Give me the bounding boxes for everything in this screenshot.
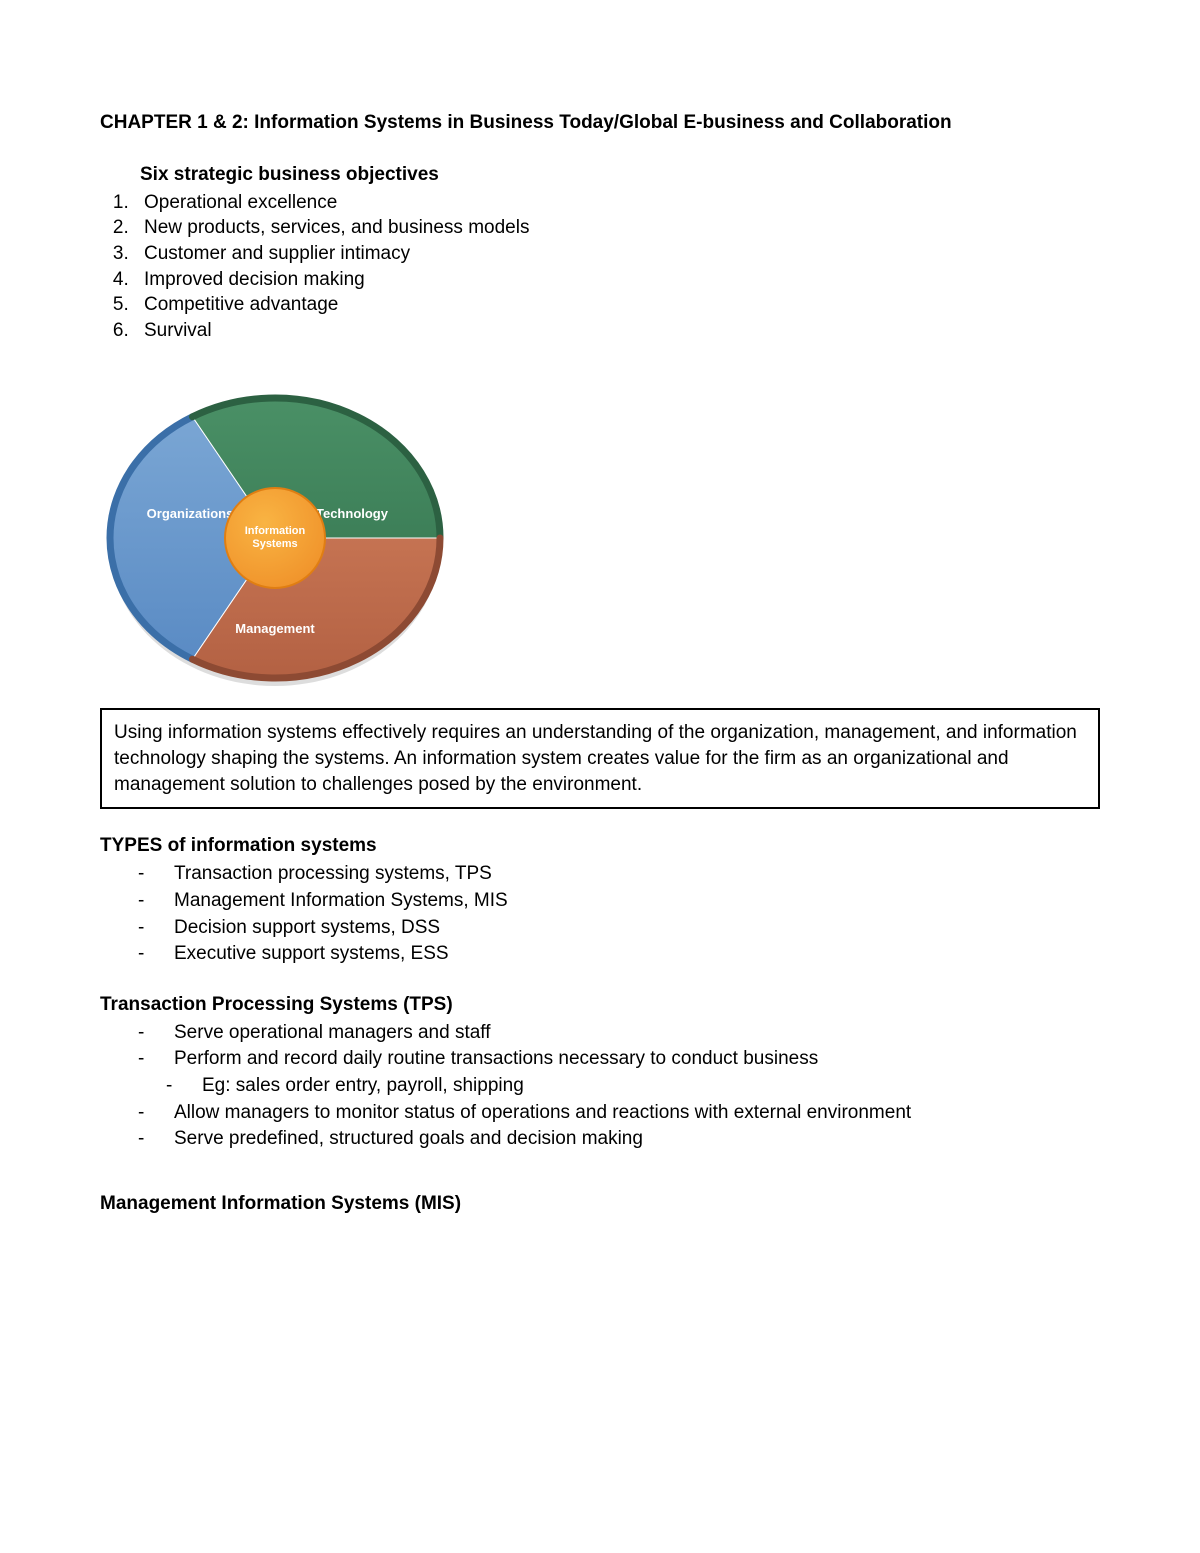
list-item: Transaction processing systems, TPS bbox=[156, 861, 1100, 888]
information-systems-pie: Organizations Technology Management Informa… bbox=[100, 383, 1100, 698]
mis-heading: Management Information Systems (MIS) bbox=[100, 1193, 1100, 1215]
tps-heading: Transaction Processing Systems (TPS) bbox=[100, 994, 1100, 1016]
list-item: Executive support systems, ESS bbox=[156, 941, 1100, 968]
list-item: Customer and supplier intimacy bbox=[134, 241, 1100, 267]
objectives-heading: Six strategic business objectives bbox=[140, 164, 1100, 186]
list-item: Decision support systems, DSS bbox=[156, 915, 1100, 942]
list-item: Eg: sales order entry, payroll, shipping bbox=[184, 1073, 1100, 1100]
svg-text:Technology: Technology bbox=[316, 506, 389, 521]
list-item: Improved decision making bbox=[134, 267, 1100, 293]
document-page: CHAPTER 1 & 2: Information Systems in Bu… bbox=[0, 0, 1200, 1553]
list-item: Operational excellence bbox=[134, 190, 1100, 216]
chapter-title: CHAPTER 1 & 2: Information Systems in Bu… bbox=[100, 110, 1100, 136]
types-heading: TYPES of information systems bbox=[100, 835, 1100, 857]
tps-list: Serve operational managers and staffPerf… bbox=[100, 1020, 1100, 1153]
svg-text:Management: Management bbox=[235, 621, 315, 636]
svg-text:Organizations: Organizations bbox=[147, 506, 234, 521]
list-item: Serve predefined, structured goals and d… bbox=[156, 1126, 1100, 1153]
list-item: Survival bbox=[134, 318, 1100, 344]
svg-text:Information: Information bbox=[245, 525, 306, 537]
figure-caption: Using information systems effectively re… bbox=[100, 708, 1100, 809]
list-item: Serve operational managers and staff bbox=[156, 1020, 1100, 1047]
list-item: Competitive advantage bbox=[134, 292, 1100, 318]
list-item: Perform and record daily routine transac… bbox=[156, 1046, 1100, 1073]
pie-chart-svg: Organizations Technology Management Informa… bbox=[100, 383, 470, 693]
svg-text:Systems: Systems bbox=[252, 538, 297, 550]
objectives-list: Operational excellence New products, ser… bbox=[112, 190, 1100, 344]
list-item: New products, services, and business mod… bbox=[134, 215, 1100, 241]
types-list: Transaction processing systems, TPS Mana… bbox=[100, 861, 1100, 967]
list-item: Management Information Systems, MIS bbox=[156, 888, 1100, 915]
list-item: Allow managers to monitor status of oper… bbox=[156, 1100, 1100, 1127]
